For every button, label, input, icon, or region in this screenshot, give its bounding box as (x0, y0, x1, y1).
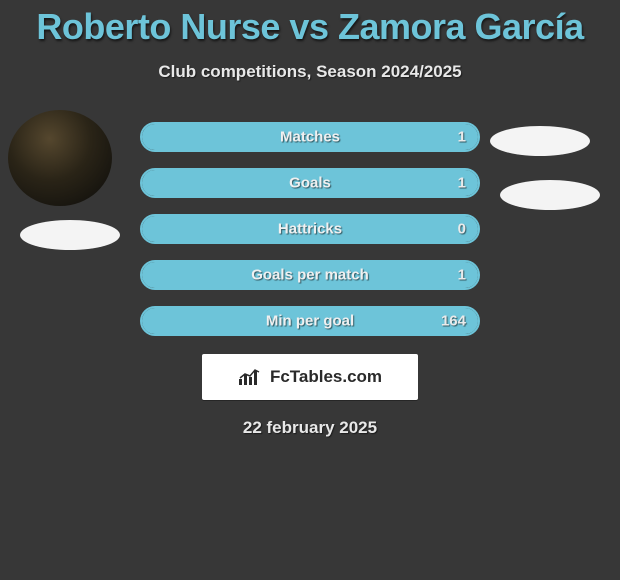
bar-value: 164 (441, 313, 466, 330)
avatar-image (8, 110, 112, 206)
bar-label: Goals (289, 175, 331, 192)
branding-text: FcTables.com (270, 367, 382, 387)
bar-value: 0 (458, 221, 466, 238)
comparison-arena: Matches 1 Goals 1 Hattricks 0 Goals per … (0, 110, 620, 350)
bar-label: Hattricks (278, 221, 342, 238)
shadow-ellipse (500, 180, 600, 210)
bar-label: Min per goal (266, 313, 354, 330)
stat-bar-hattricks: Hattricks 0 (140, 214, 480, 244)
page-subtitle: Club competitions, Season 2024/2025 (0, 62, 620, 82)
bars-icon (238, 367, 264, 387)
bar-label: Goals per match (251, 267, 369, 284)
stat-bar-matches: Matches 1 (140, 122, 480, 152)
player-avatar-left (8, 110, 112, 206)
bar-value: 1 (458, 129, 466, 146)
stat-bar-goals: Goals 1 (140, 168, 480, 198)
page-title: Roberto Nurse vs Zamora García (0, 0, 620, 48)
stat-bar-goals-per-match: Goals per match 1 (140, 260, 480, 290)
snapshot-date: 22 february 2025 (0, 418, 620, 438)
stat-bars: Matches 1 Goals 1 Hattricks 0 Goals per … (140, 122, 480, 352)
bar-label: Matches (280, 129, 340, 146)
bar-value: 1 (458, 267, 466, 284)
shadow-ellipse (490, 126, 590, 156)
branding-badge[interactable]: FcTables.com (202, 354, 418, 400)
bar-value: 1 (458, 175, 466, 192)
stat-bar-min-per-goal: Min per goal 164 (140, 306, 480, 336)
shadow-ellipse (20, 220, 120, 250)
